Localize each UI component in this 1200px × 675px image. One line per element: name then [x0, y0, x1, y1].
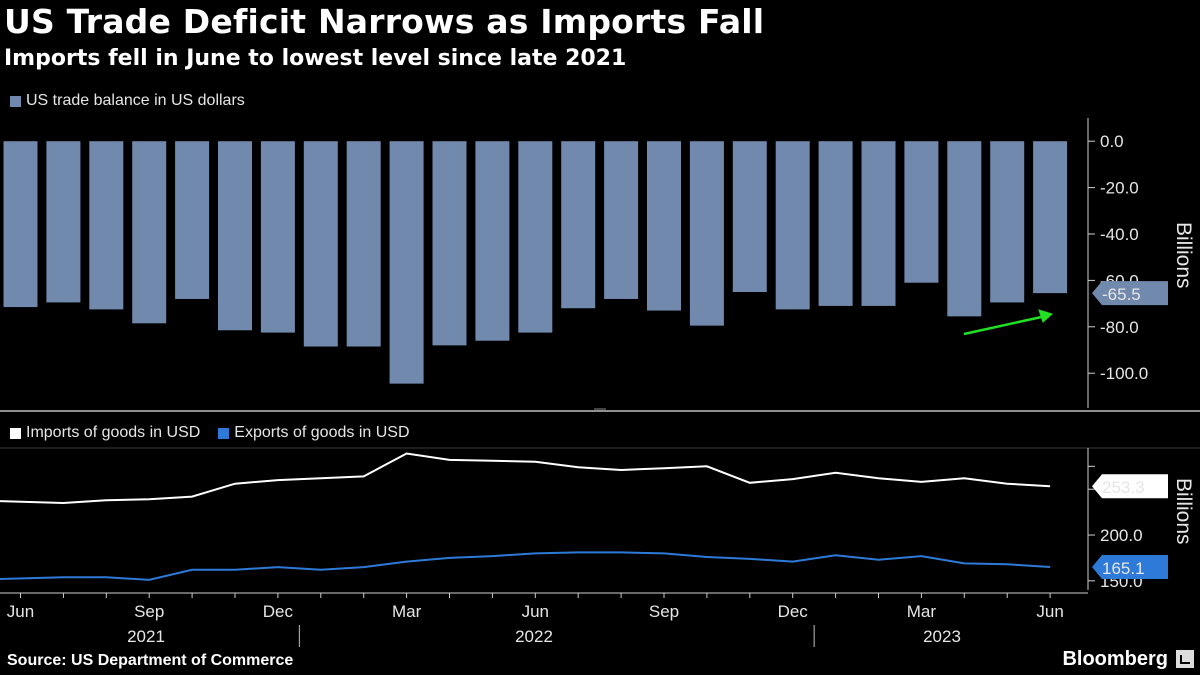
- balance-bar: [818, 141, 853, 306]
- legend-item-imports: Imports of goods in USD: [10, 424, 200, 442]
- legend-swatch-balance: [10, 95, 21, 107]
- balance-bar: [689, 141, 724, 326]
- x-tick-label-month: Sep: [134, 602, 164, 621]
- balance-bar: [604, 141, 639, 299]
- balance-bar: [561, 141, 596, 309]
- last-value-label-imports: 253.3: [1102, 478, 1145, 497]
- annotation-arrow-line: [963, 314, 1047, 336]
- balance-bar: [389, 141, 424, 384]
- x-tick-label-month: Jun: [7, 602, 34, 621]
- exports-line: [0, 551, 1051, 581]
- x-tick-label-month: Dec: [263, 602, 294, 621]
- balance-bar: [303, 141, 338, 347]
- chart-icon: [1176, 650, 1194, 668]
- annotation-arrow-head: [1038, 309, 1053, 323]
- top-y-tick-label: -20.0: [1100, 179, 1139, 198]
- last-value-badge-imports: [1092, 474, 1168, 499]
- balance-bar: [904, 141, 939, 283]
- last-value-label-exports: 165.1: [1102, 559, 1145, 578]
- x-tick-label-year: 2022: [515, 627, 553, 646]
- last-value-badge-balance: [1092, 281, 1168, 306]
- top-y-tick-label: -100.0: [1100, 364, 1148, 383]
- bottom-legend: Imports of goods in USD Exports of goods…: [10, 424, 428, 442]
- x-tick-label-month: Dec: [778, 602, 809, 621]
- last-value-badge-exports: [1092, 555, 1168, 580]
- balance-bar: [947, 141, 982, 317]
- x-tick-label-month: Mar: [392, 602, 422, 621]
- balance-bar: [990, 141, 1025, 303]
- last-value-label-balance: -65.5: [1102, 285, 1141, 304]
- balance-bar: [475, 141, 510, 341]
- top-y-tick-label: 0.0: [1100, 132, 1124, 151]
- x-tick-label-year: 2021: [127, 627, 165, 646]
- balance-bar: [218, 141, 252, 331]
- balance-bar: [89, 141, 124, 310]
- balance-bar: [647, 141, 681, 311]
- chart-subtitle: Imports fell in June to lowest level sin…: [4, 46, 627, 71]
- x-tick-label-month: Sep: [649, 602, 679, 621]
- x-tick-label-month: Jun: [522, 602, 549, 621]
- bottom-y-tick-label: 200.0: [1100, 526, 1143, 545]
- balance-bar: [1033, 141, 1068, 294]
- top-y-tick-label: -80.0: [1100, 318, 1139, 337]
- balance-bar: [732, 141, 767, 292]
- top-legend: US trade balance in US dollars: [10, 92, 263, 110]
- balance-bar: [518, 141, 553, 333]
- balance-bar: [46, 141, 81, 303]
- legend-swatch-imports: [10, 427, 21, 439]
- legend-item-balance: US trade balance in US dollars: [10, 92, 245, 110]
- legend-label-imports: Imports of goods in USD: [26, 424, 201, 441]
- balance-bar: [3, 141, 38, 308]
- brand-logo: Bloomberg: [1062, 648, 1168, 670]
- balance-bar: [775, 141, 810, 310]
- balance-bar: [346, 141, 381, 347]
- legend-item-exports: Exports of goods in USD: [218, 424, 410, 442]
- legend-label-exports: Exports of goods in USD: [234, 424, 410, 441]
- balance-bar: [175, 141, 210, 299]
- x-tick-label-month: Mar: [907, 602, 937, 621]
- x-tick-label-month: Jun: [1036, 602, 1063, 621]
- balance-bar: [432, 141, 467, 346]
- top-y-tick-label: -40.0: [1100, 225, 1139, 244]
- balance-bar: [132, 141, 167, 324]
- source-note: Source: US Department of Commerce: [7, 652, 294, 669]
- x-tick-label-year: 2023: [923, 627, 961, 646]
- legend-label-balance: US trade balance in US dollars: [26, 92, 245, 109]
- chart-title: US Trade Deficit Narrows as Imports Fall: [4, 2, 765, 41]
- balance-bar: [861, 141, 896, 306]
- balance-bar: [260, 141, 295, 333]
- imports-line: [0, 452, 1051, 505]
- legend-swatch-exports: [218, 427, 230, 439]
